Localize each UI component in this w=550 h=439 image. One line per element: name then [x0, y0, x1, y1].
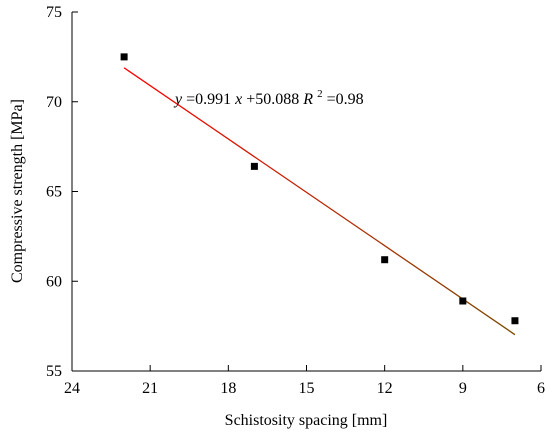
x-tick-label: 9	[459, 380, 467, 397]
x-axis-ticks: 24 21 18 15 12 9 6	[64, 365, 545, 397]
r-tail: =0.98	[327, 91, 364, 108]
plot-area	[71, 12, 541, 372]
data-points-layer	[120, 53, 519, 325]
data-point	[120, 53, 128, 61]
y-tick-label: 75	[46, 4, 62, 21]
x-tick-label: 15	[299, 380, 315, 397]
data-point	[250, 162, 258, 170]
data-point	[511, 317, 519, 325]
data-point	[381, 256, 389, 264]
x-tick-label: 21	[142, 380, 158, 397]
y-axis-ticks: 55 60 65 70 75	[46, 4, 78, 380]
y-axis-title: Compressive strength [MPa]	[9, 99, 26, 283]
x-tick-label: 6	[537, 380, 545, 397]
eq-middle: =0.991	[186, 91, 231, 108]
r-superscript: 2	[317, 88, 323, 100]
trend-line-layer	[123, 67, 516, 336]
y-tick-label: 60	[46, 273, 62, 290]
eq-x-var: x	[234, 91, 242, 108]
regression-equation: y =0.991 x +50.088 R 2 =0.98	[173, 84, 364, 108]
y-tick-label: 65	[46, 184, 62, 201]
regression-line	[123, 67, 516, 336]
x-axis-title: Schistosity spacing [mm]	[225, 412, 388, 429]
eq-tail: +50.088	[246, 91, 299, 108]
x-tick-label: 12	[377, 380, 393, 397]
x-tick-label: 18	[220, 380, 236, 397]
y-tick-label: 70	[46, 94, 62, 111]
data-point	[459, 297, 467, 305]
y-tick-label: 55	[46, 363, 62, 380]
eq-y-var: y	[173, 91, 183, 108]
r-base: R	[302, 91, 313, 108]
x-tick-label: 24	[64, 380, 80, 397]
